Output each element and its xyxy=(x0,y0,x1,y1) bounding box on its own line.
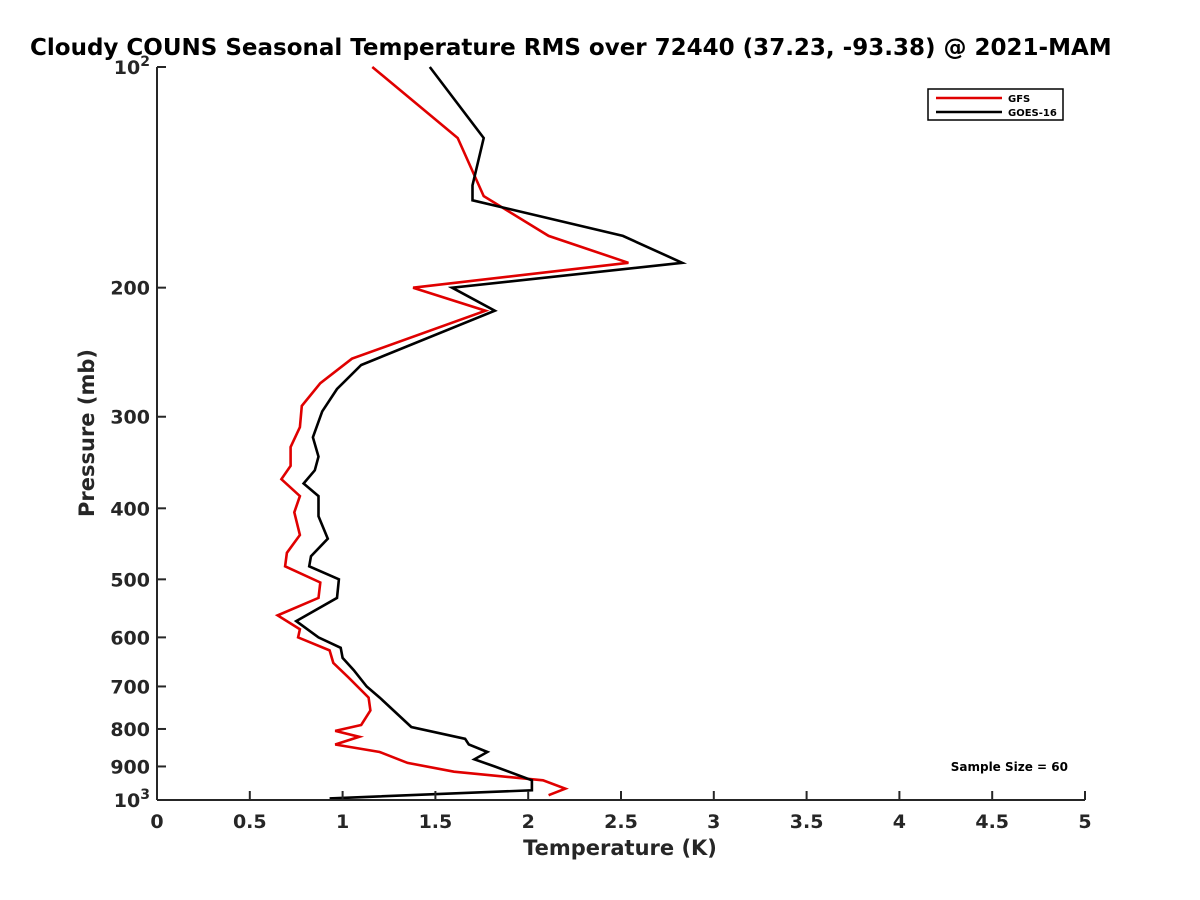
x-tick-label: 1.5 xyxy=(419,811,453,833)
x-tick-label: 0.5 xyxy=(233,811,267,833)
y-tick-label: 700 xyxy=(110,676,150,698)
y-tick-label: 500 xyxy=(110,569,150,591)
y-tick-label: 300 xyxy=(110,407,150,429)
chart-title: Cloudy COUNS Seasonal Temperature RMS ov… xyxy=(30,35,1112,61)
series-line-gfs xyxy=(274,66,629,797)
y-tick-label: 103 xyxy=(114,787,150,812)
sample-size-annotation: Sample Size = 60 xyxy=(951,760,1068,774)
legend: GFS GOES-16 xyxy=(927,88,1064,121)
legend-label-gfs: GFS xyxy=(1008,94,1030,105)
x-tick-label: 4 xyxy=(893,811,906,833)
y-tick-label: 600 xyxy=(110,627,150,649)
series-line-goes-16 xyxy=(293,66,688,800)
x-tick-label: 3 xyxy=(707,811,720,833)
y-tick-label: 900 xyxy=(110,756,150,778)
legend-label-goes-16: GOES-16 xyxy=(1008,108,1057,119)
legend-box xyxy=(927,88,1064,121)
y-tick-label: 102 xyxy=(114,54,150,79)
x-tick-label: 0 xyxy=(150,811,163,833)
y-tick-label: 200 xyxy=(110,278,150,300)
x-tick-label: 5 xyxy=(1078,811,1091,833)
x-tick-label: 1 xyxy=(336,811,349,833)
x-tick-label: 3.5 xyxy=(790,811,824,833)
y-tick-label: 800 xyxy=(110,719,150,741)
x-tick-label: 2.5 xyxy=(604,811,638,833)
plot-series xyxy=(274,66,688,800)
x-tick-label: 4.5 xyxy=(975,811,1009,833)
axes: 0 0.5 1 1.5 2 2.5 3 3.5 4 4.5 5 102 200 300 400 500 600 7… xyxy=(110,54,1091,833)
x-axis-label: Temperature (K) xyxy=(523,836,717,860)
y-axis-label: Pressure (mb) xyxy=(75,349,99,517)
y-tick-label: 400 xyxy=(110,498,150,520)
x-tick-label: 2 xyxy=(522,811,535,833)
